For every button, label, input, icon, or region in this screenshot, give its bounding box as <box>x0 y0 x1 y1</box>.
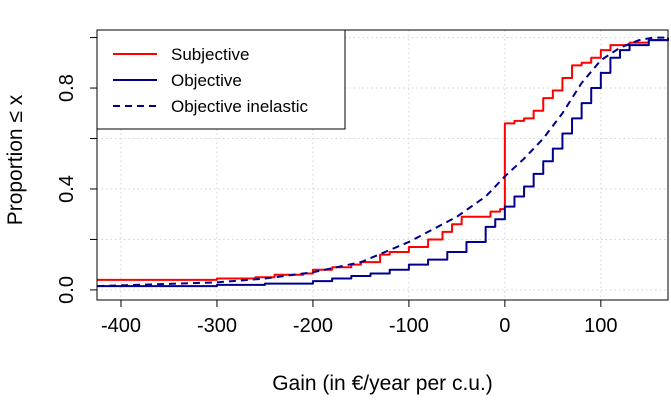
y-tick-label: 0.4 <box>56 175 78 203</box>
x-tick-label: -100 <box>389 315 429 337</box>
x-tick-label: -400 <box>101 315 141 337</box>
y-tick-label: 0.8 <box>56 74 78 102</box>
series-line-1 <box>97 37 669 288</box>
legend-label: Subjective <box>171 45 249 64</box>
legend-label: Objective inelastic <box>171 97 309 116</box>
series-lines <box>96 36 669 288</box>
y-axis-title: Proportion ≤ x <box>4 94 27 225</box>
x-tick-label: -300 <box>197 315 237 337</box>
series-line-2 <box>96 36 668 288</box>
x-axis-title: Gain (in €/year per c.u.) <box>272 372 493 395</box>
y-tick-label: 0.0 <box>56 276 78 304</box>
plot-border <box>96 29 669 301</box>
x-tick-label: -200 <box>293 315 333 337</box>
series-line-0 <box>97 37 669 281</box>
y-axis: 0.0 0.4 0.8 <box>56 37 97 304</box>
x-tick-label: 100 <box>584 315 617 337</box>
x-tick-label: 0 <box>499 315 510 337</box>
legend-label: Objective <box>171 71 242 90</box>
x-axis: -400 -300 -200 -100 0 100 <box>101 300 618 337</box>
legend: Subjective Objective Objective inelastic <box>96 29 346 130</box>
